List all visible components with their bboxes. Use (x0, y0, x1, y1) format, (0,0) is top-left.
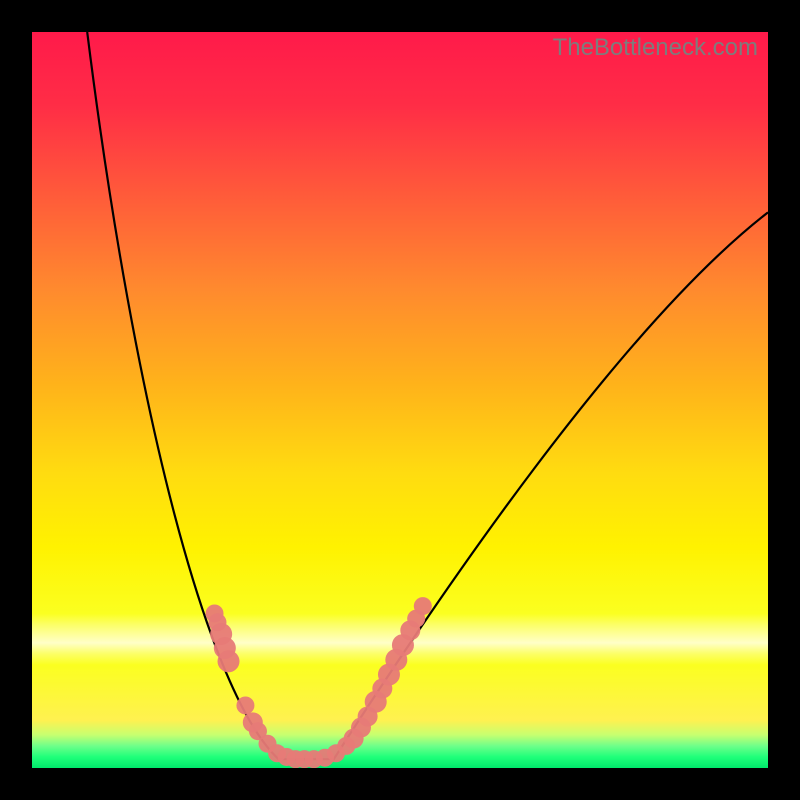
outer-frame: TheBottleneck.com (32, 32, 768, 768)
watermark-text: TheBottleneck.com (553, 34, 758, 62)
marker-point (218, 650, 240, 672)
plot-area (32, 32, 768, 768)
marker-point (414, 597, 432, 615)
marker-point (236, 696, 254, 714)
chart-svg (32, 32, 768, 768)
